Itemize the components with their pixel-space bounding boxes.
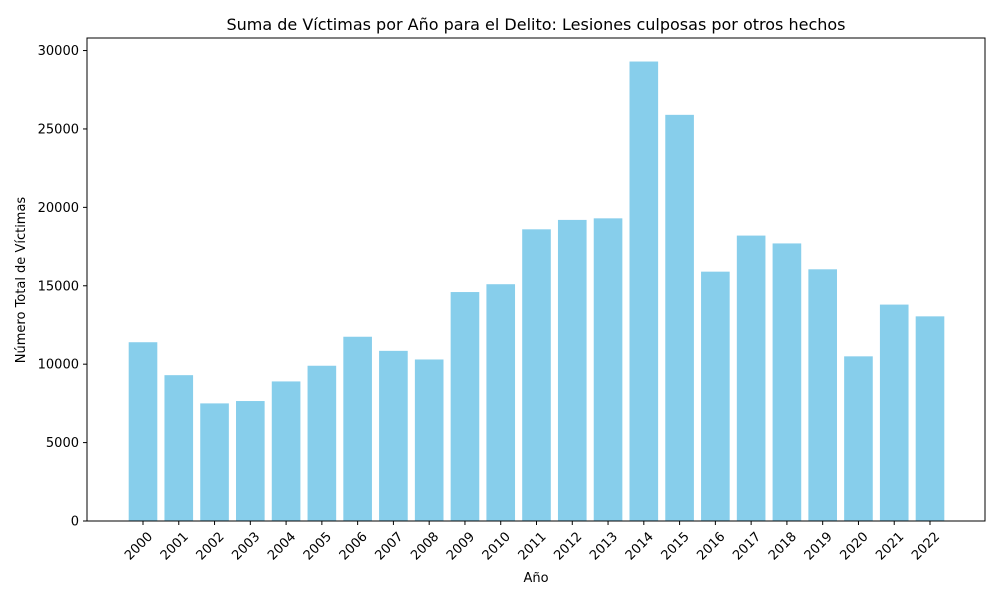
bar-2009 (450, 292, 480, 521)
bar-2008 (414, 359, 444, 521)
y-tick-label: 30000 (38, 44, 79, 59)
plot-frame (86, 37, 986, 522)
bar-2015 (665, 114, 694, 521)
bar-2021 (879, 304, 909, 521)
x-tick-label: 2001 (158, 529, 192, 563)
bar-2003 (236, 401, 265, 521)
x-tick-label: 2017 (730, 529, 764, 563)
y-tick-label: 15000 (38, 279, 79, 294)
x-tick-label: 2004 (265, 529, 299, 563)
bar-2011 (522, 229, 551, 521)
bar-2001 (164, 375, 194, 521)
y-tick-label: 10000 (38, 358, 79, 373)
bar-2016 (701, 271, 730, 521)
x-tick-label: 2000 (122, 529, 156, 563)
bar-2000 (128, 342, 158, 521)
x-tick-label: 2021 (873, 529, 907, 563)
bar-2007 (379, 350, 408, 521)
x-tick-label: 2003 (229, 529, 263, 563)
bar-2020 (844, 356, 873, 521)
y-tick-label: 20000 (38, 201, 79, 216)
x-tick-label: 2007 (372, 529, 406, 563)
x-tick-label: 2008 (408, 529, 442, 563)
x-axis: 2000 2001 2002 2003 2004 2005 2006 2007 2008 2009… (122, 521, 943, 563)
bar-2012 (557, 219, 587, 521)
x-tick-label: 2022 (909, 529, 943, 563)
x-tick-label: 2006 (337, 529, 371, 563)
y-tick-label: 25000 (38, 122, 79, 137)
x-tick-label: 2015 (659, 529, 693, 563)
y-tick-label: 0 (71, 515, 79, 530)
y-axis: 0 5000 10000 15000 20000 25000 30000 (38, 44, 87, 530)
x-axis-label: Año (523, 571, 548, 586)
bar-2010 (486, 284, 516, 521)
x-tick-label: 2013 (587, 529, 621, 563)
x-tick-label: 2012 (551, 529, 585, 563)
bars-group (128, 61, 945, 521)
x-tick-label: 2014 (623, 529, 657, 563)
x-tick-label: 2020 (837, 529, 871, 563)
x-tick-label: 2011 (516, 529, 550, 563)
x-tick-label: 2010 (480, 529, 514, 563)
bar-2002 (200, 403, 229, 521)
y-axis-label: Número Total de Víctimas (14, 197, 29, 364)
bar-2018 (772, 243, 802, 521)
bar-2014 (629, 61, 659, 521)
bar-2022 (915, 316, 945, 521)
x-tick-label: 2016 (694, 529, 728, 563)
chart-title: Suma de Víctimas por Año para el Delito:… (226, 15, 845, 34)
bar-2006 (343, 336, 372, 521)
bar-2004 (271, 381, 301, 521)
bar-2019 (808, 269, 837, 521)
x-tick-label: 2002 (194, 529, 228, 563)
x-tick-label: 2005 (301, 529, 335, 563)
x-tick-label: 2009 (444, 529, 478, 563)
x-tick-label: 2018 (766, 529, 800, 563)
bar-2005 (307, 365, 337, 521)
bar-2017 (736, 235, 766, 521)
x-tick-label: 2019 (802, 529, 836, 563)
bar-2013 (593, 218, 623, 521)
y-tick-label: 5000 (46, 436, 79, 451)
